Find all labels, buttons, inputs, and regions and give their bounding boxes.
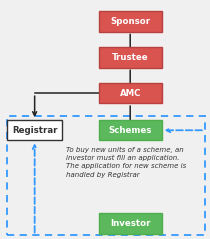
FancyBboxPatch shape [99, 213, 162, 234]
Text: Sponsor: Sponsor [110, 17, 150, 26]
Text: Schemes: Schemes [109, 126, 152, 135]
FancyBboxPatch shape [99, 83, 162, 103]
Text: To buy new units of a scheme, an
investor must fill an application.
The applicat: To buy new units of a scheme, an investo… [66, 147, 186, 178]
Text: AMC: AMC [119, 89, 141, 98]
FancyBboxPatch shape [99, 47, 162, 67]
Text: Investor: Investor [110, 219, 150, 228]
Text: Registrar: Registrar [12, 126, 57, 135]
FancyBboxPatch shape [7, 120, 62, 141]
FancyBboxPatch shape [99, 120, 162, 141]
Text: Trustee: Trustee [112, 53, 148, 62]
FancyBboxPatch shape [99, 11, 162, 32]
